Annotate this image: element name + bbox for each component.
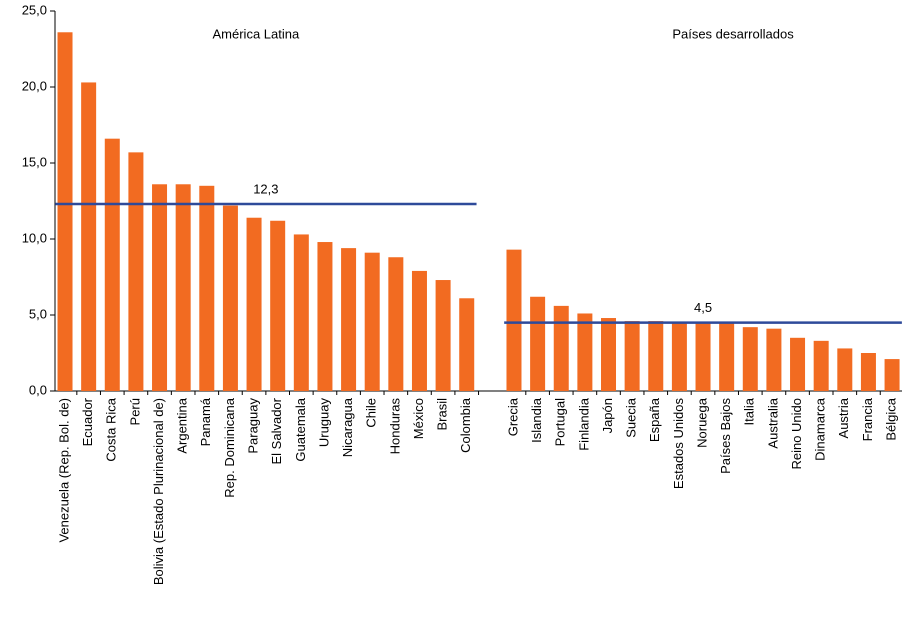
bar bbox=[341, 248, 357, 391]
x-tick-label: Venezuela (Rep. Bol. de) bbox=[56, 398, 71, 543]
y-tick-label: 0,0 bbox=[29, 382, 47, 397]
x-tick-label: Nicaragua bbox=[340, 397, 355, 457]
bar bbox=[388, 257, 404, 391]
bar bbox=[506, 249, 522, 391]
x-tick-label: Uruguay bbox=[316, 398, 331, 448]
bar bbox=[411, 270, 427, 391]
x-tick-label: Noruega bbox=[694, 397, 709, 448]
bar bbox=[81, 82, 97, 391]
bar bbox=[270, 220, 286, 391]
bar bbox=[435, 280, 451, 391]
x-tick-label: Suecia bbox=[624, 397, 639, 438]
x-tick-label: Australia bbox=[765, 397, 780, 448]
bar bbox=[199, 185, 215, 391]
bar bbox=[222, 205, 238, 391]
group-label: América Latina bbox=[213, 26, 300, 41]
x-tick-label: Islandia bbox=[529, 397, 544, 443]
bar bbox=[57, 32, 73, 391]
x-tick-label: Costa Rica bbox=[104, 397, 119, 461]
x-tick-label: Países Bajos bbox=[718, 398, 733, 474]
x-tick-label: Grecia bbox=[505, 397, 520, 436]
x-tick-label: Bélgica bbox=[884, 397, 899, 440]
bar bbox=[364, 252, 380, 391]
bar bbox=[530, 296, 546, 391]
bar bbox=[719, 322, 735, 391]
bar bbox=[152, 184, 168, 391]
mean-label: 12,3 bbox=[253, 181, 278, 196]
x-tick-label: Finlandia bbox=[576, 397, 591, 451]
y-tick-label: 10,0 bbox=[22, 230, 47, 245]
x-tick-label: Perú bbox=[127, 398, 142, 425]
bar bbox=[648, 321, 664, 391]
bar bbox=[695, 322, 711, 391]
bar bbox=[317, 242, 333, 391]
bar bbox=[742, 327, 758, 391]
bar bbox=[246, 217, 262, 391]
bar bbox=[766, 328, 782, 391]
y-tick-label: 20,0 bbox=[22, 78, 47, 93]
x-tick-label: Paraguay bbox=[245, 398, 260, 454]
bar bbox=[577, 313, 593, 391]
bar bbox=[837, 348, 853, 391]
bar bbox=[128, 152, 144, 391]
x-tick-label: Panamá bbox=[198, 397, 213, 446]
group-label: Países desarrollados bbox=[672, 26, 794, 41]
x-tick-label: Chile bbox=[364, 398, 379, 428]
x-tick-label: El Salvador bbox=[269, 397, 284, 464]
bar bbox=[624, 321, 640, 391]
bar bbox=[790, 337, 806, 391]
x-tick-label: España bbox=[647, 397, 662, 442]
x-tick-label: Japón bbox=[600, 398, 615, 433]
x-tick-label: Italia bbox=[742, 397, 757, 425]
x-tick-label: Argentina bbox=[175, 397, 190, 453]
x-tick-label: Portugal bbox=[553, 398, 568, 447]
mean-label: 4,5 bbox=[694, 300, 712, 315]
x-tick-label: Francia bbox=[860, 397, 875, 441]
x-tick-label: Reino Unido bbox=[789, 398, 804, 470]
x-tick-label: Dinamarca bbox=[813, 397, 828, 461]
x-tick-label: Ecuador bbox=[80, 397, 95, 446]
bar bbox=[860, 353, 876, 391]
x-tick-label: México bbox=[411, 398, 426, 439]
bar bbox=[459, 298, 475, 391]
x-tick-label: Estados Unidos bbox=[671, 398, 686, 490]
bar bbox=[104, 138, 120, 391]
x-tick-label: Guatemala bbox=[293, 397, 308, 461]
x-tick-label: Rep. Dominicana bbox=[222, 397, 237, 497]
y-tick-label: 15,0 bbox=[22, 154, 47, 169]
bar bbox=[553, 305, 569, 391]
bar bbox=[813, 340, 829, 391]
bar bbox=[175, 184, 191, 391]
x-tick-label: Austria bbox=[836, 397, 851, 438]
x-tick-label: Honduras bbox=[387, 398, 402, 455]
bar bbox=[293, 234, 309, 391]
y-tick-label: 5,0 bbox=[29, 306, 47, 321]
bar bbox=[671, 322, 687, 391]
bar bbox=[601, 318, 617, 391]
x-tick-label: Bolivia (Estado Plurinacional de) bbox=[151, 398, 166, 585]
x-tick-label: Colombia bbox=[458, 397, 473, 453]
bar bbox=[884, 359, 900, 391]
y-tick-label: 25,0 bbox=[22, 2, 47, 17]
x-tick-label: Brasil bbox=[435, 398, 450, 431]
